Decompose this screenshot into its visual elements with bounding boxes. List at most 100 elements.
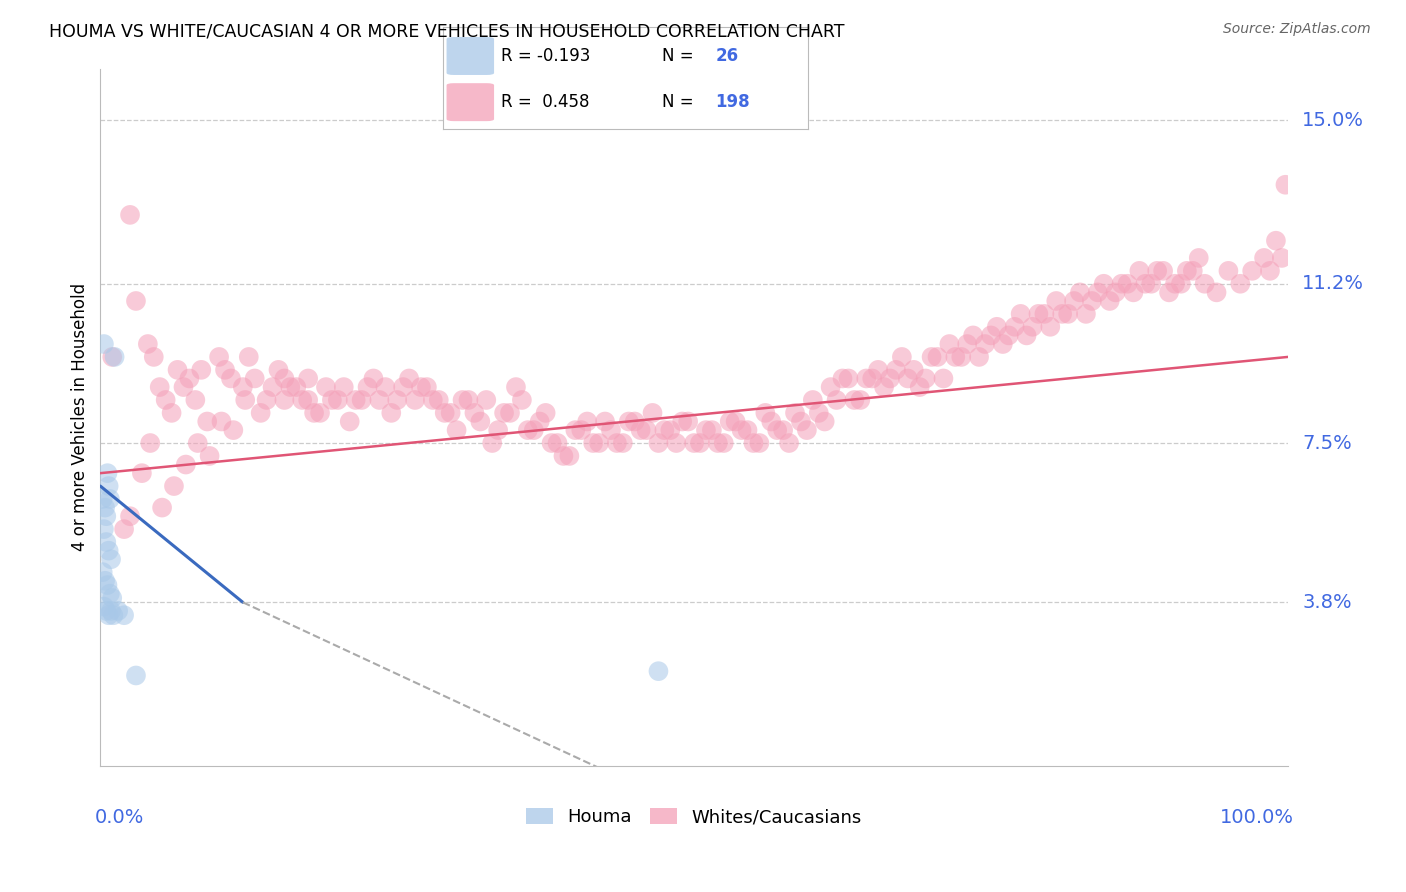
Point: [433, 406, 456, 420]
Point: [932, 371, 955, 385]
Point: [363, 371, 385, 385]
Point: [903, 363, 925, 377]
Point: [101, 350, 124, 364]
Point: [641, 406, 664, 420]
Point: [659, 423, 682, 437]
Point: [1039, 319, 1062, 334]
Point: [356, 380, 378, 394]
Point: [440, 406, 463, 420]
Point: [285, 380, 308, 394]
Point: [333, 380, 356, 394]
Point: [617, 415, 640, 429]
Point: [232, 380, 254, 394]
Point: [368, 392, 391, 407]
Point: [155, 392, 177, 407]
Point: [392, 380, 415, 394]
Point: [647, 664, 669, 678]
Point: [1098, 293, 1121, 308]
Point: [1152, 264, 1174, 278]
Point: [873, 380, 896, 394]
Point: [689, 436, 711, 450]
Point: [104, 350, 127, 364]
Point: [249, 406, 271, 420]
Point: [238, 350, 260, 364]
Point: [849, 392, 872, 407]
Point: [475, 392, 498, 407]
Text: N =: N =: [662, 47, 699, 65]
Point: [914, 371, 936, 385]
Point: [481, 436, 503, 450]
Point: [326, 392, 349, 407]
Point: [1194, 277, 1216, 291]
Point: [1264, 234, 1286, 248]
Point: [801, 392, 824, 407]
Point: [790, 415, 813, 429]
Point: [534, 406, 557, 420]
Text: 11.2%: 11.2%: [1302, 274, 1364, 293]
Point: [149, 380, 172, 394]
Point: [967, 350, 990, 364]
Point: [962, 328, 984, 343]
Point: [416, 380, 439, 394]
Point: [98, 491, 121, 506]
Text: 100.0%: 100.0%: [1220, 808, 1294, 827]
Point: [636, 423, 658, 437]
Point: [94, 500, 117, 515]
Point: [97, 543, 120, 558]
Point: [136, 337, 159, 351]
Point: [825, 392, 848, 407]
Point: [211, 415, 233, 429]
Point: [505, 380, 527, 394]
Point: [309, 406, 332, 420]
Point: [222, 423, 245, 437]
Point: [142, 350, 165, 364]
Point: [97, 608, 120, 623]
Point: [1205, 285, 1227, 300]
Point: [267, 363, 290, 377]
Point: [1116, 277, 1139, 291]
Point: [139, 436, 162, 450]
Point: [387, 392, 409, 407]
Point: [262, 380, 284, 394]
Point: [593, 415, 616, 429]
Point: [302, 406, 325, 420]
Text: N =: N =: [662, 93, 699, 112]
Point: [96, 578, 118, 592]
Point: [398, 371, 420, 385]
Point: [256, 392, 278, 407]
Point: [184, 392, 207, 407]
Point: [820, 380, 842, 394]
Point: [844, 392, 866, 407]
Point: [754, 406, 776, 420]
Point: [950, 350, 973, 364]
Point: [1188, 251, 1211, 265]
Point: [766, 423, 789, 437]
Point: [1015, 328, 1038, 343]
Point: [837, 371, 859, 385]
Point: [772, 423, 794, 437]
Point: [100, 604, 122, 618]
Point: [695, 423, 717, 437]
Point: [297, 392, 319, 407]
Point: [1104, 285, 1126, 300]
Point: [761, 415, 783, 429]
Point: [150, 500, 173, 515]
Text: R =  0.458: R = 0.458: [502, 93, 591, 112]
Point: [831, 371, 853, 385]
Point: [523, 423, 546, 437]
Point: [991, 337, 1014, 351]
Point: [724, 415, 747, 429]
Point: [807, 406, 830, 420]
Point: [1045, 293, 1067, 308]
Point: [409, 380, 432, 394]
Point: [943, 350, 966, 364]
Text: 0.0%: 0.0%: [94, 808, 143, 827]
Point: [96, 604, 118, 618]
Point: [564, 423, 586, 437]
Point: [700, 423, 723, 437]
Point: [112, 522, 135, 536]
Text: 3.8%: 3.8%: [1302, 593, 1351, 612]
Point: [96, 535, 118, 549]
Legend: Houma, Whites/Caucasians: Houma, Whites/Caucasians: [519, 801, 869, 833]
Point: [1128, 264, 1150, 278]
